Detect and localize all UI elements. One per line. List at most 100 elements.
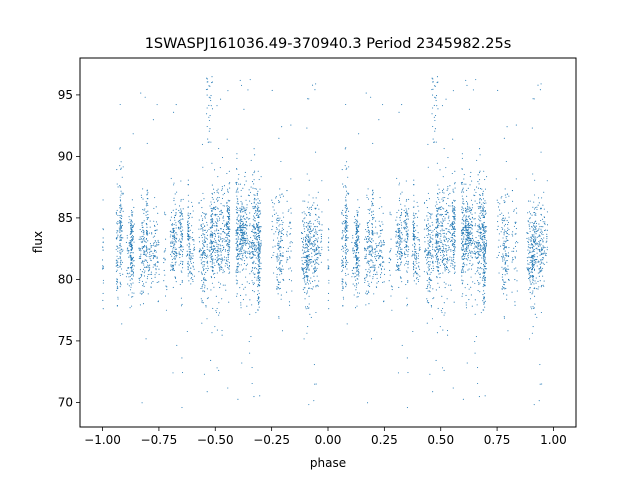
data-point bbox=[253, 282, 255, 284]
data-point bbox=[200, 224, 202, 226]
data-point bbox=[427, 243, 429, 245]
data-point bbox=[126, 237, 128, 239]
data-point bbox=[539, 207, 542, 209]
data-point bbox=[176, 191, 178, 193]
data-point bbox=[315, 253, 318, 255]
data-point bbox=[257, 284, 259, 286]
data-point bbox=[221, 262, 223, 264]
data-point bbox=[304, 291, 306, 294]
data-point bbox=[533, 248, 535, 251]
data-point bbox=[511, 190, 513, 192]
data-point bbox=[314, 245, 316, 247]
data-point bbox=[215, 241, 217, 243]
data-point bbox=[211, 263, 213, 265]
data-point bbox=[406, 245, 408, 247]
data-point bbox=[116, 265, 118, 267]
data-point bbox=[257, 270, 260, 272]
data-point bbox=[352, 273, 355, 275]
data-point bbox=[169, 236, 171, 238]
data-point bbox=[214, 238, 216, 240]
data-point bbox=[351, 276, 353, 278]
data-point bbox=[479, 282, 481, 284]
data-point bbox=[180, 245, 183, 247]
data-point bbox=[426, 261, 428, 263]
data-point bbox=[528, 211, 531, 213]
data-point bbox=[531, 283, 533, 285]
data-point bbox=[140, 250, 142, 252]
data-point bbox=[158, 281, 160, 283]
data-point bbox=[312, 228, 315, 230]
data-point bbox=[428, 268, 430, 270]
data-point bbox=[413, 200, 415, 202]
data-point bbox=[515, 178, 517, 180]
data-point bbox=[356, 243, 358, 245]
data-point bbox=[453, 253, 455, 255]
data-point bbox=[513, 209, 515, 211]
data-point bbox=[277, 255, 279, 257]
data-point bbox=[440, 258, 442, 260]
data-point bbox=[430, 214, 432, 216]
data-point bbox=[451, 259, 453, 261]
data-point bbox=[128, 285, 130, 287]
data-point bbox=[415, 278, 418, 280]
data-point bbox=[441, 367, 444, 369]
data-point bbox=[306, 276, 308, 278]
data-point bbox=[354, 242, 356, 244]
data-point bbox=[443, 235, 445, 237]
data-point bbox=[468, 207, 470, 209]
data-point bbox=[204, 261, 206, 263]
data-point bbox=[454, 207, 456, 209]
data-point bbox=[437, 236, 439, 238]
data-point bbox=[538, 245, 540, 248]
data-point bbox=[427, 266, 429, 268]
data-point bbox=[440, 247, 442, 249]
data-point bbox=[212, 250, 214, 252]
data-point bbox=[358, 268, 360, 270]
data-point bbox=[468, 108, 470, 110]
data-point bbox=[158, 273, 160, 275]
data-point bbox=[504, 257, 506, 259]
data-point bbox=[448, 230, 450, 232]
data-point bbox=[154, 255, 156, 257]
data-point bbox=[395, 236, 397, 238]
data-point bbox=[469, 176, 471, 178]
data-point bbox=[186, 254, 188, 256]
data-point bbox=[356, 256, 358, 259]
data-point bbox=[355, 222, 357, 225]
data-point bbox=[156, 257, 158, 259]
data-point bbox=[149, 253, 151, 255]
data-point bbox=[280, 298, 282, 300]
data-point bbox=[483, 228, 485, 230]
data-point bbox=[373, 265, 375, 267]
data-point bbox=[281, 268, 283, 270]
data-point bbox=[131, 292, 133, 294]
data-point bbox=[388, 257, 391, 259]
data-point bbox=[279, 261, 281, 263]
data-point bbox=[281, 239, 284, 241]
data-point bbox=[201, 252, 204, 254]
data-point bbox=[502, 228, 504, 230]
data-point bbox=[423, 271, 425, 273]
data-point bbox=[180, 270, 182, 272]
data-point bbox=[141, 236, 143, 238]
data-point bbox=[198, 228, 200, 230]
data-point bbox=[355, 233, 357, 235]
data-point bbox=[381, 242, 383, 244]
data-point bbox=[473, 243, 476, 245]
data-point bbox=[469, 227, 471, 229]
data-point bbox=[483, 202, 485, 205]
data-point bbox=[478, 251, 480, 253]
data-point bbox=[214, 272, 216, 274]
data-point bbox=[412, 221, 414, 223]
data-point bbox=[181, 238, 183, 240]
data-point bbox=[206, 234, 208, 236]
data-point bbox=[303, 228, 305, 230]
data-point bbox=[302, 200, 304, 202]
data-point bbox=[228, 218, 230, 220]
data-point bbox=[255, 262, 257, 265]
data-point bbox=[423, 202, 426, 204]
data-point bbox=[181, 212, 183, 215]
data-point bbox=[141, 196, 143, 199]
data-point bbox=[413, 262, 415, 264]
data-point bbox=[468, 268, 470, 270]
